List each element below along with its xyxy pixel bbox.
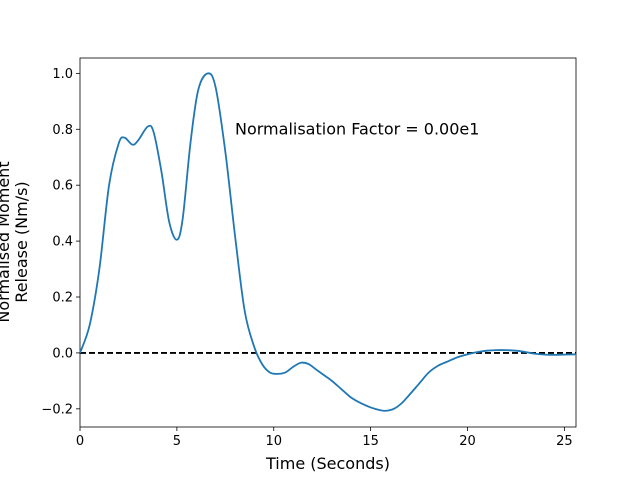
x-tick-label: 25: [556, 434, 573, 449]
x-tick-label: 15: [362, 434, 379, 449]
series-line-0: [79, 72, 577, 412]
annotation-text: Normalisation Factor = 0.00e1: [235, 119, 479, 138]
x-axis-label: Time (Seconds): [265, 454, 390, 473]
y-axis-label-line-2: Release (Nm/s): [12, 181, 31, 302]
x-tick-label: 5: [173, 434, 181, 449]
x-tick-label: 20: [459, 434, 476, 449]
y-tick-label: 0.2: [52, 291, 73, 306]
y-tick-label: −0.2: [41, 402, 73, 417]
plot-frame: [79, 57, 577, 428]
y-tick-label: 0.0: [52, 346, 73, 361]
y-tick-label: 0.6: [52, 179, 73, 194]
y-tick-label: 1.0: [52, 67, 73, 82]
x-tick-label: 10: [265, 434, 282, 449]
y-axis-label-line-1: Normalised Moment: [0, 161, 13, 322]
y-tick-label: 0.8: [52, 123, 73, 138]
x-tick-label: 0: [76, 434, 84, 449]
y-tick-label: 0.4: [52, 235, 73, 250]
